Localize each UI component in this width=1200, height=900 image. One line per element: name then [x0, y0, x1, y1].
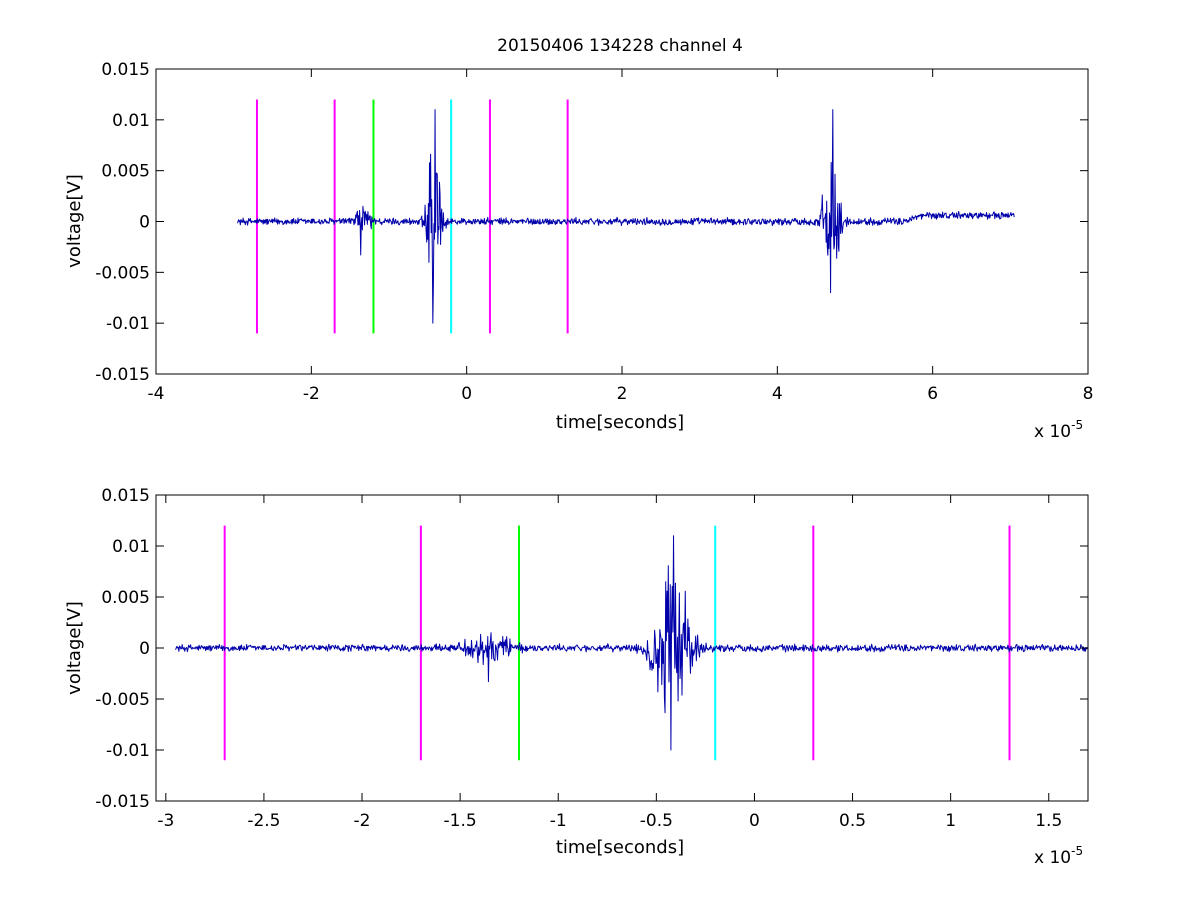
bottom-plot-x-tick-label: 0 — [749, 811, 760, 831]
bottom-plot-x-tick-label: -3 — [157, 811, 174, 831]
bottom-plot-x-tick-label: -1.5 — [444, 811, 477, 831]
top-plot-y-label: voltage[V] — [64, 174, 85, 268]
bottom-plot-x-exponent-base: x 10 — [1034, 848, 1071, 868]
top-plot-x-exponent-base: x 10 — [1034, 422, 1071, 442]
bottom-plot-signal-line — [175, 535, 1089, 751]
bottom-plot: -3 -2.5 -2 -1.5 -1 -0.5 0 0.5 1 1.5 -0.015-0.01-0… — [64, 486, 1089, 868]
top-plot-title: 20150406 134228 channel 4 — [497, 36, 743, 56]
top-plot-y-tick-label: 0 — [139, 213, 150, 233]
top-plot-x-exponent: x 10-5 — [1034, 418, 1083, 442]
top-plot-y-ticks: -0.015 -0.01 -0.005 0 0.005 0.01 0.015 — [95, 60, 1088, 385]
top-plot-x-exponent-power: -5 — [1071, 418, 1083, 432]
bottom-plot-y-tick-label: 0.01 — [112, 537, 150, 557]
top-plot-x-tick-label: 8 — [1083, 384, 1094, 404]
top-plot-x-tick-label: -2 — [303, 384, 320, 404]
bottom-plot-x-tick-label: -2.5 — [247, 811, 280, 831]
top-plot-y-tick-label: -0.005 — [95, 263, 150, 283]
top-plot-markers — [255, 99, 569, 334]
bottom-plot-y-tick-label: -0.015 — [95, 792, 150, 812]
bottom-plot-y-ticks: -0.015 -0.01 -0.005 0 0.005 0.01 0.015 — [95, 486, 1088, 812]
bottom-plot-x-tick-label: -1 — [550, 811, 567, 831]
top-plot-x-tick-label: -4 — [148, 384, 165, 404]
bottom-plot-x-exponent: x 10-5 — [1034, 844, 1083, 868]
top-plot-y-tick-label: 0.015 — [101, 60, 150, 80]
bottom-plot-x-label: time[seconds] — [556, 837, 684, 858]
bottom-plot-y-tick-label: -0.01 — [106, 741, 150, 761]
bottom-plot-x-tick-label: 0.5 — [839, 811, 866, 831]
top-plot-x-tick-label: 0 — [461, 384, 472, 404]
bottom-plot-x-ticks: -3 -2.5 -2 -1.5 -1 -0.5 0 0.5 1 1.5 — [157, 495, 1062, 831]
bottom-plot-y-tick-label: 0 — [139, 639, 150, 659]
bottom-plot-x-tick-label: 1 — [945, 811, 956, 831]
top-plot-x-label: time[seconds] — [556, 412, 684, 433]
top-plot-x-tick-label: 2 — [617, 384, 628, 404]
bottom-plot-markers — [223, 525, 1011, 761]
top-plot-x-tick-label: 6 — [927, 384, 938, 404]
bottom-plot-x-tick-label: -2 — [354, 811, 371, 831]
bottom-plot-x-exponent-power: -5 — [1071, 844, 1083, 858]
top-plot-y-tick-label: -0.015 — [95, 365, 150, 385]
top-plot-signal-line — [237, 109, 1015, 324]
top-plot-y-tick-label: 0.005 — [101, 162, 150, 182]
bottom-plot-y-tick-label: 0.015 — [101, 486, 150, 506]
top-plot-y-tick-label: -0.01 — [106, 314, 150, 334]
bottom-plot-y-label: voltage[V] — [64, 601, 85, 695]
top-plot: 20150406 134228 channel 4 -4 -2 0 2 4 6 8 -0.0… — [64, 36, 1093, 442]
bottom-plot-x-tick-label: 1.5 — [1035, 811, 1062, 831]
top-plot-y-tick-label: 0.01 — [112, 111, 150, 131]
top-plot-x-tick-label: 4 — [772, 384, 783, 404]
bottom-plot-y-tick-label: -0.005 — [95, 690, 150, 710]
bottom-plot-y-tick-label: 0.005 — [101, 588, 150, 608]
bottom-plot-x-tick-label: -0.5 — [640, 811, 673, 831]
top-plot-x-ticks: -4 -2 0 2 4 6 8 — [148, 69, 1094, 404]
